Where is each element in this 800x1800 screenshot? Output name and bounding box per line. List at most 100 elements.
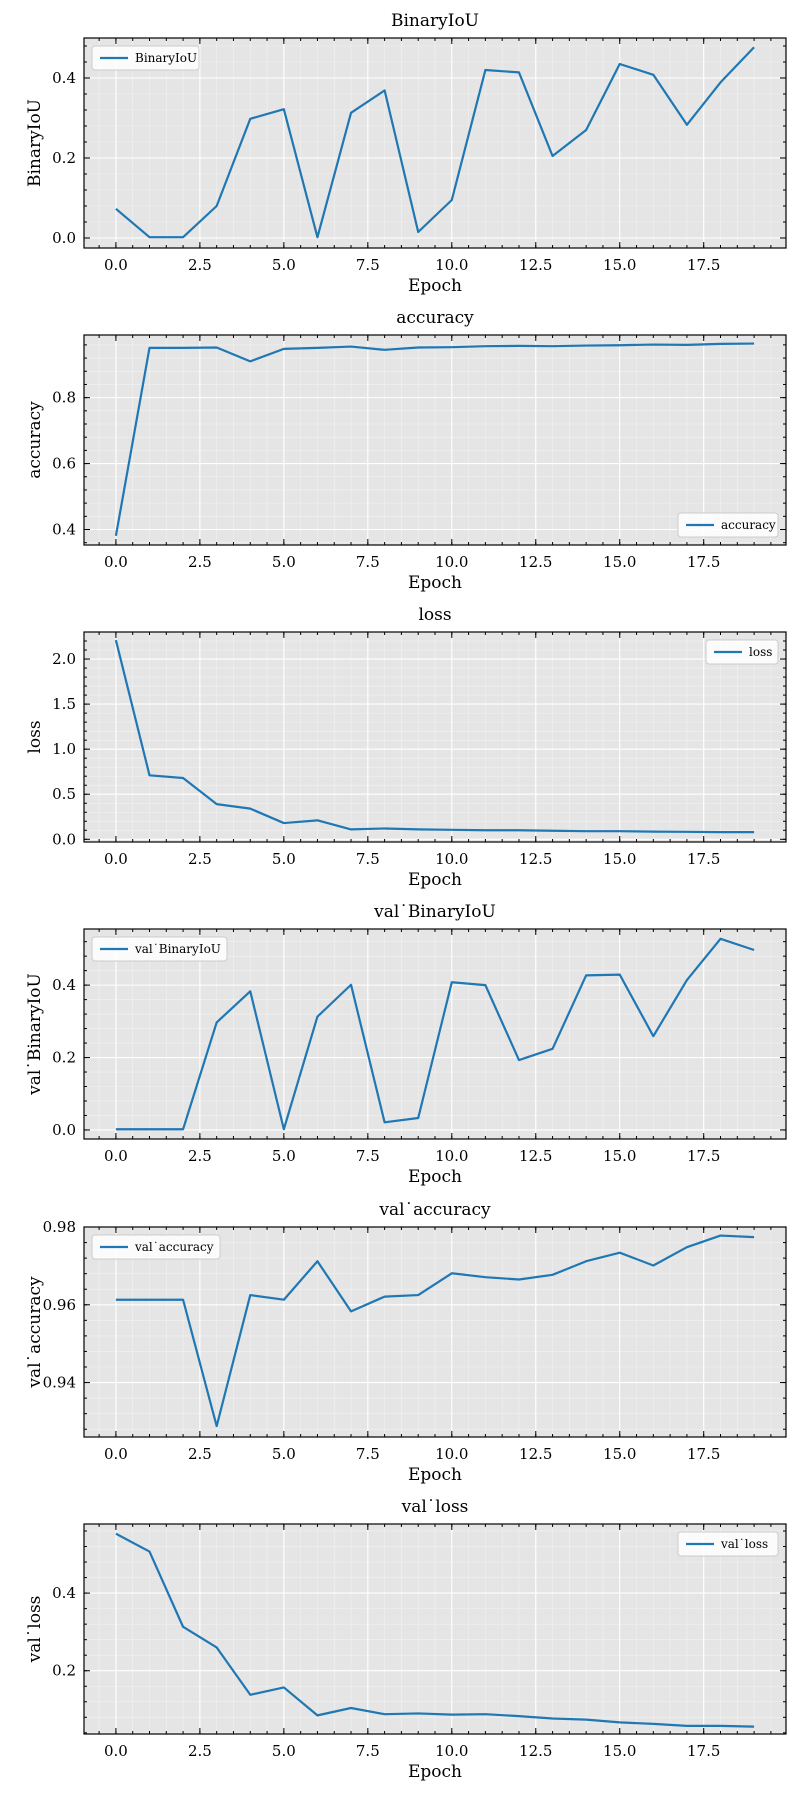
x-tick-label: 2.5 <box>188 256 212 274</box>
series-line <box>115 937 755 1131</box>
x-tick-label: 17.5 <box>687 1147 720 1165</box>
y-tick-label: 0.5 <box>52 785 76 803</box>
x-tick-label: 12.5 <box>519 1742 552 1760</box>
x-tick-label: 7.5 <box>356 1147 380 1165</box>
y-tick-label: 0.0 <box>52 229 76 247</box>
x-tick-label: 7.5 <box>356 1742 380 1760</box>
y-tick-label: 0.2 <box>52 1049 76 1067</box>
x-tick-label: 5.0 <box>272 1445 296 1463</box>
series-line <box>115 46 755 239</box>
x-tick-label: 10.0 <box>435 553 468 571</box>
x-tick-label: 2.5 <box>188 850 212 868</box>
chart-title: val˙loss <box>401 1497 469 1517</box>
legend: val˙BinaryIoU <box>91 936 228 962</box>
y-tick-label: 0.4 <box>52 976 76 994</box>
legend: loss <box>705 639 779 665</box>
x-axis-label: Epoch <box>408 1762 462 1782</box>
x-tick-label: 7.5 <box>356 1445 380 1463</box>
subplot-2: 0.0 2.5 5.0 7.5 10.0 12.5 15.0 17.5 0.4 0.6 0.8 acc… <box>25 308 787 593</box>
x-tick-label: 7.5 <box>356 553 380 571</box>
x-tick-label: 2.5 <box>188 1742 212 1760</box>
x-axis-label: Epoch <box>408 573 462 593</box>
x-tick-label: 0.0 <box>104 553 128 571</box>
y-tick-label: 0.8 <box>52 389 76 407</box>
legend-box <box>91 936 228 962</box>
y-axis-label: val˙BinaryIoU <box>25 973 45 1096</box>
chart-title: val˙accuracy <box>378 1200 491 1220</box>
x-tick-label: 2.5 <box>188 1147 212 1165</box>
x-tick-label: 15.0 <box>603 1147 636 1165</box>
tick-marks <box>84 1524 786 1734</box>
subplot-1: 0.0 2.5 5.0 7.5 10.0 12.5 15.0 17.5 0.0 0.2 0.4 Bin… <box>25 11 787 296</box>
major-grid <box>84 632 786 842</box>
legend-label: val˙accuracy <box>134 1240 214 1254</box>
x-tick-label: 17.5 <box>687 1742 720 1760</box>
legend-label: BinaryIoU <box>135 51 197 65</box>
legend-label: loss <box>749 645 772 659</box>
legend-label: val˙loss <box>720 1537 768 1551</box>
x-axis-label: Epoch <box>408 1167 462 1187</box>
chart-title: val˙BinaryIoU <box>373 902 496 922</box>
chart-title: BinaryIoU <box>391 11 479 31</box>
x-tick-label: 17.5 <box>687 256 720 274</box>
x-tick-label: 0.0 <box>104 850 128 868</box>
x-tick-label: 0.0 <box>104 1445 128 1463</box>
legend-label: val˙BinaryIoU <box>134 942 221 956</box>
tick-marks <box>84 335 786 545</box>
major-grid <box>84 335 786 545</box>
x-tick-label: 15.0 <box>603 553 636 571</box>
x-tick-label: 12.5 <box>519 850 552 868</box>
x-tick-label: 12.5 <box>519 553 552 571</box>
series-line <box>114 639 755 834</box>
legend: val˙accuracy <box>91 1234 221 1260</box>
x-tick-label: 10.0 <box>435 256 468 274</box>
y-tick-label: 0.4 <box>52 1584 76 1602</box>
legend: val˙loss <box>677 1531 779 1557</box>
tick-marks <box>84 631 786 842</box>
y-tick-label: 2.0 <box>52 650 76 668</box>
y-tick-label: 0.94 <box>43 1374 76 1392</box>
y-tick-label: 0.2 <box>52 1662 76 1680</box>
x-tick-label: 0.0 <box>104 1147 128 1165</box>
x-tick-label: 0.0 <box>104 1742 128 1760</box>
x-tick-label: 15.0 <box>603 1742 636 1760</box>
x-axis-label: Epoch <box>408 276 462 296</box>
subplot-3: 0.0 2.5 5.0 7.5 10.0 12.5 15.0 17.5 0.0 0.5 1.0 1.5… <box>25 605 787 890</box>
series-line <box>115 1532 755 1728</box>
y-tick-label: 0.0 <box>52 1121 76 1139</box>
x-tick-label: 5.0 <box>272 553 296 571</box>
y-tick-label: 0.4 <box>52 521 76 539</box>
y-axis-label: loss <box>25 720 45 753</box>
legend-box <box>91 45 200 71</box>
major-grid <box>84 38 786 248</box>
y-tick-label: 0.0 <box>52 830 76 848</box>
x-tick-label: 7.5 <box>356 256 380 274</box>
x-tick-label: 0.0 <box>104 256 128 274</box>
x-tick-label: 12.5 <box>519 1147 552 1165</box>
x-tick-label: 17.5 <box>687 1445 720 1463</box>
x-tick-label: 15.0 <box>603 256 636 274</box>
legend-box <box>677 512 779 538</box>
x-tick-label: 15.0 <box>603 1445 636 1463</box>
major-grid <box>84 929 786 1139</box>
x-tick-label: 15.0 <box>603 850 636 868</box>
x-tick-label: 2.5 <box>188 553 212 571</box>
x-tick-label: 5.0 <box>272 256 296 274</box>
x-tick-label: 10.0 <box>435 1742 468 1760</box>
y-axis-label: val˙loss <box>25 1596 45 1664</box>
y-axis-label: accuracy <box>25 401 45 479</box>
subplot-4: 0.0 2.5 5.0 7.5 10.0 12.5 15.0 17.5 0.0 0.2 0.4 val… <box>25 902 787 1187</box>
x-axis-label: Epoch <box>408 1465 462 1485</box>
legend: accuracy <box>677 512 779 538</box>
y-tick-label: 0.96 <box>43 1296 76 1314</box>
x-tick-label: 10.0 <box>435 1147 468 1165</box>
major-grid <box>84 1524 786 1734</box>
tick-marks <box>84 38 786 248</box>
legend-label: accuracy <box>721 518 776 532</box>
x-axis-label: Epoch <box>408 870 462 890</box>
x-tick-label: 10.0 <box>435 1445 468 1463</box>
x-tick-label: 10.0 <box>435 850 468 868</box>
y-tick-label: 0.2 <box>52 149 76 167</box>
y-tick-label: 0.6 <box>52 455 76 473</box>
